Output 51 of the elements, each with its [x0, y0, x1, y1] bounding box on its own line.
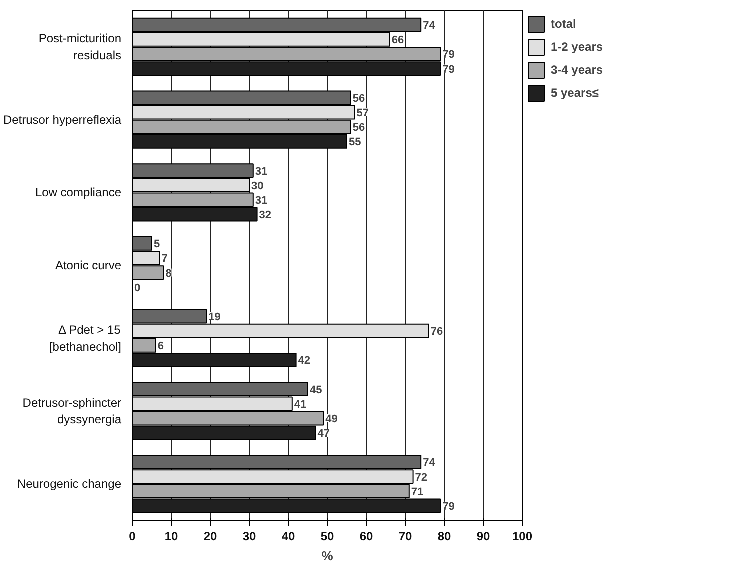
y-tick-label: Post-micturition residuals — [38, 32, 122, 62]
data-label: 31 — [255, 194, 268, 207]
x-tick-label: 60 — [360, 530, 374, 544]
data-label: 79 — [442, 500, 455, 513]
data-label: 5 — [154, 238, 160, 251]
legend-label: 1-2 years — [551, 40, 604, 54]
x-tick-label: 90 — [476, 530, 490, 544]
data-label: 6 — [158, 340, 164, 353]
data-label: 74 — [423, 457, 436, 470]
data-label: 42 — [298, 355, 311, 368]
data-label: 66 — [392, 34, 404, 47]
data-label: 72 — [415, 472, 428, 484]
y-tick-label: Detrusor-sphincter dyssynergia — [22, 396, 122, 427]
data-label: 71 — [411, 486, 424, 498]
x-tick-label: 10 — [164, 530, 178, 544]
data-label: 56 — [352, 122, 366, 134]
y-tick-label: Low compliance — [35, 186, 122, 200]
x-tick-label: 80 — [438, 530, 452, 544]
y-tick-label: Δ Pdet > 15 [bethanechol] — [49, 322, 122, 354]
data-label: 0 — [134, 282, 141, 294]
data-label: 7 — [162, 253, 168, 266]
x-tick-label: 100 — [512, 530, 533, 544]
data-label: 19 — [208, 312, 221, 324]
legend-label: 5 years≤ — [551, 86, 599, 100]
data-label: 32 — [259, 210, 272, 222]
data-label: 79 — [442, 64, 455, 76]
y-tick-label: Neurogenic change — [17, 477, 122, 492]
data-label: 31 — [255, 166, 268, 178]
data-label: 49 — [326, 414, 338, 426]
y-tick-label: Atonic curve — [55, 258, 122, 272]
legend-label: 3-4 years — [551, 63, 604, 77]
data-label: 57 — [356, 108, 370, 120]
data-label: 41 — [294, 398, 307, 411]
x-tick-label: 20 — [204, 530, 218, 544]
data-label: 76 — [430, 326, 444, 338]
x-tick-label: 50 — [320, 530, 334, 544]
y-tick-label: Detrusor hyperreflexia — [3, 112, 122, 127]
legend-label: total — [551, 17, 576, 31]
x-tick-label: 0 — [129, 530, 136, 544]
data-label: 55 — [349, 136, 362, 149]
x-axis-title: % — [322, 548, 334, 564]
data-label: 30 — [252, 180, 264, 192]
data-label: 8 — [166, 268, 172, 280]
x-tick-label: 40 — [282, 530, 296, 544]
data-label: 45 — [310, 384, 322, 396]
data-label: 56 — [352, 92, 366, 105]
x-tick-label: 30 — [242, 530, 256, 544]
data-label: 47 — [318, 428, 330, 440]
data-label: 79 — [442, 49, 455, 62]
x-tick-label: 70 — [398, 530, 412, 544]
data-label: 74 — [423, 20, 436, 32]
